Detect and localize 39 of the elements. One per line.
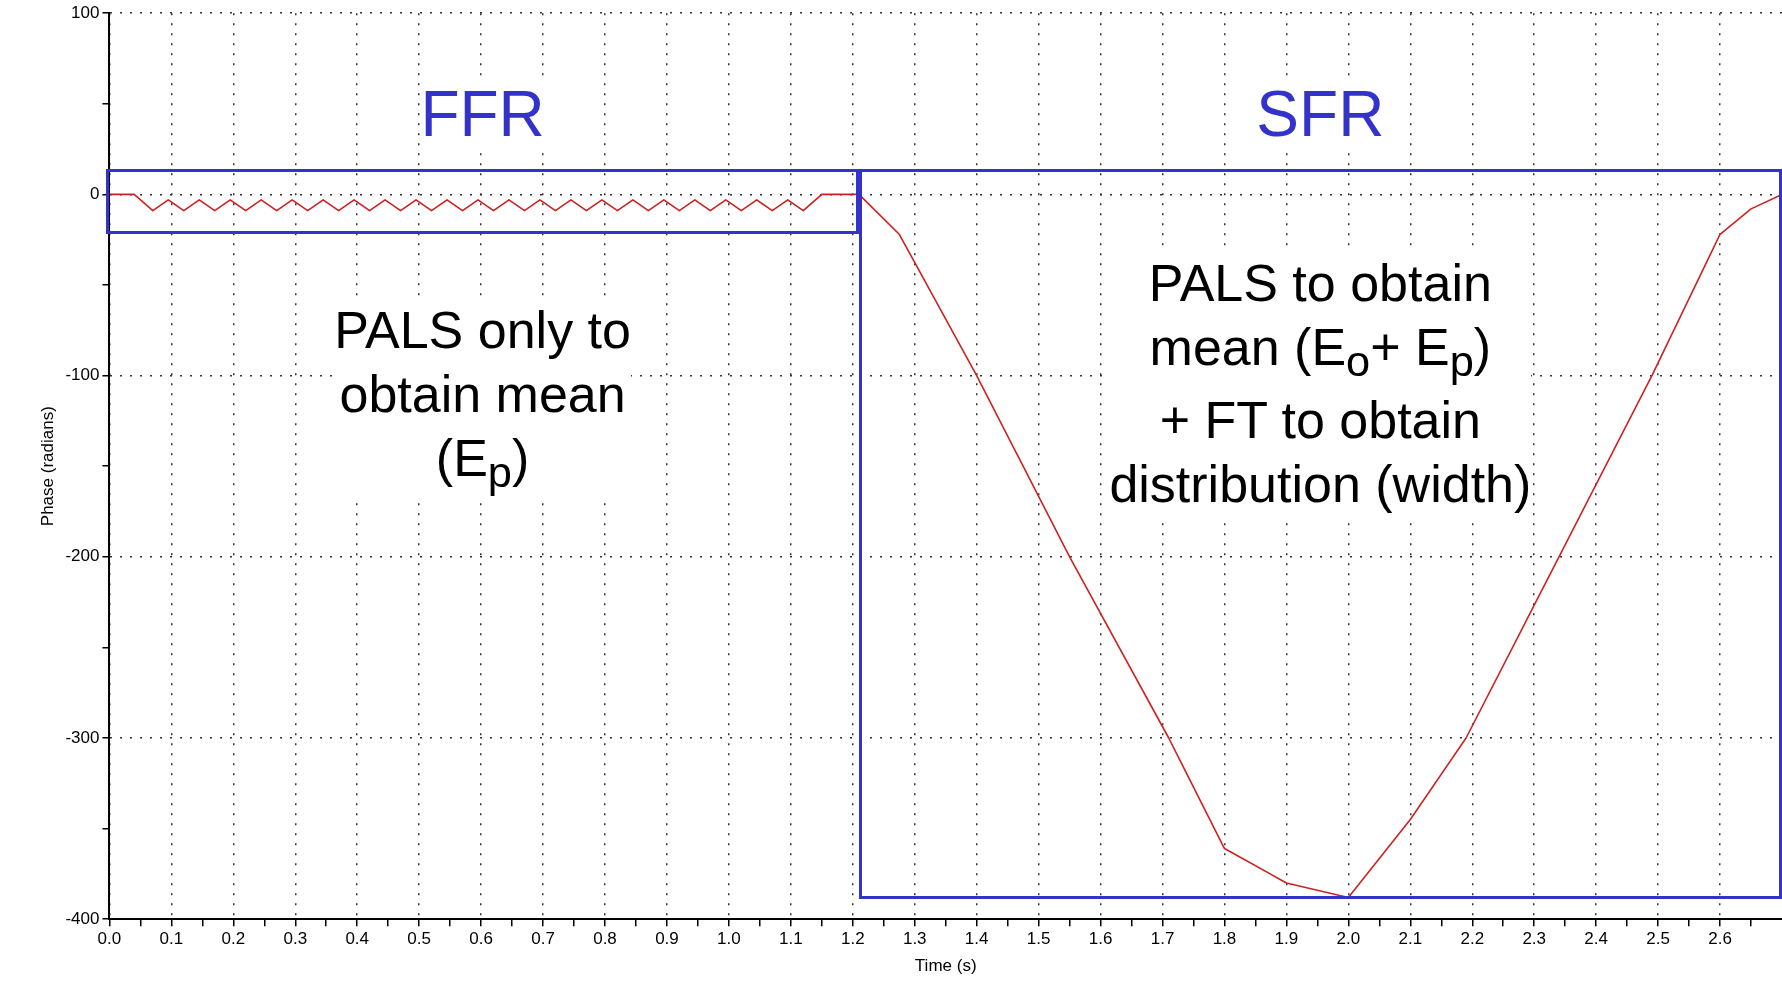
- x-tick-label: 1.8: [1212, 929, 1237, 949]
- x-tick-label: 2.3: [1522, 929, 1547, 949]
- annotation: FFR: [420, 78, 545, 150]
- y-tick-label: 100: [71, 2, 100, 22]
- x-tick-label: 2.1: [1398, 929, 1423, 949]
- x-tick-label: 0.4: [345, 929, 370, 949]
- x-tick-label: 1.1: [779, 929, 803, 949]
- y-tick-label: -100: [65, 365, 100, 385]
- x-tick-label: 1.3: [902, 929, 927, 949]
- y-axis-title: Phase (radians): [37, 406, 57, 527]
- x-tick-label: 2.4: [1584, 929, 1608, 949]
- x-tick-label: 2.2: [1460, 929, 1485, 949]
- x-tick-label: 0.6: [469, 929, 493, 949]
- y-tick-label: -400: [65, 908, 100, 928]
- x-tick-label: 1.5: [1026, 929, 1051, 949]
- annotation: SFR: [1256, 78, 1385, 150]
- x-tick-label: 1.7: [1150, 929, 1175, 949]
- annotation: PALS to obtain mean (E$_{o}$+ E$_{p}$) + FT to obtain distribution (width): [1109, 252, 1532, 517]
- y-tick-label: -200: [65, 546, 100, 566]
- x-tick-label: 0.8: [593, 929, 617, 949]
- x-tick-label: 0.3: [283, 929, 308, 949]
- x-tick-label: 2.5: [1646, 929, 1670, 949]
- annotation: PALS only to obtain mean (E$_{p}$): [334, 299, 631, 500]
- x-tick-label: 0.5: [407, 929, 431, 949]
- x-tick-label: 1.2: [840, 929, 865, 949]
- x-tick-label: 2.6: [1708, 929, 1732, 949]
- x-tick-label: 0.9: [655, 929, 679, 949]
- x-tick-label: 0.7: [531, 929, 555, 949]
- x-tick-label: 0.2: [221, 929, 246, 949]
- x-axis-title: Time (s): [914, 956, 977, 976]
- x-tick-label: 1.9: [1274, 929, 1299, 949]
- x-tick-label: 1.0: [717, 929, 741, 949]
- x-tick-label: 2.0: [1336, 929, 1361, 949]
- y-tick-label: 0: [89, 184, 100, 204]
- x-tick-label: 0.1: [159, 929, 184, 949]
- x-tick-label: 0.0: [97, 929, 122, 949]
- x-tick-label: 1.6: [1088, 929, 1113, 949]
- y-tick-label: -300: [65, 727, 100, 747]
- x-tick-label: 1.4: [964, 929, 989, 949]
